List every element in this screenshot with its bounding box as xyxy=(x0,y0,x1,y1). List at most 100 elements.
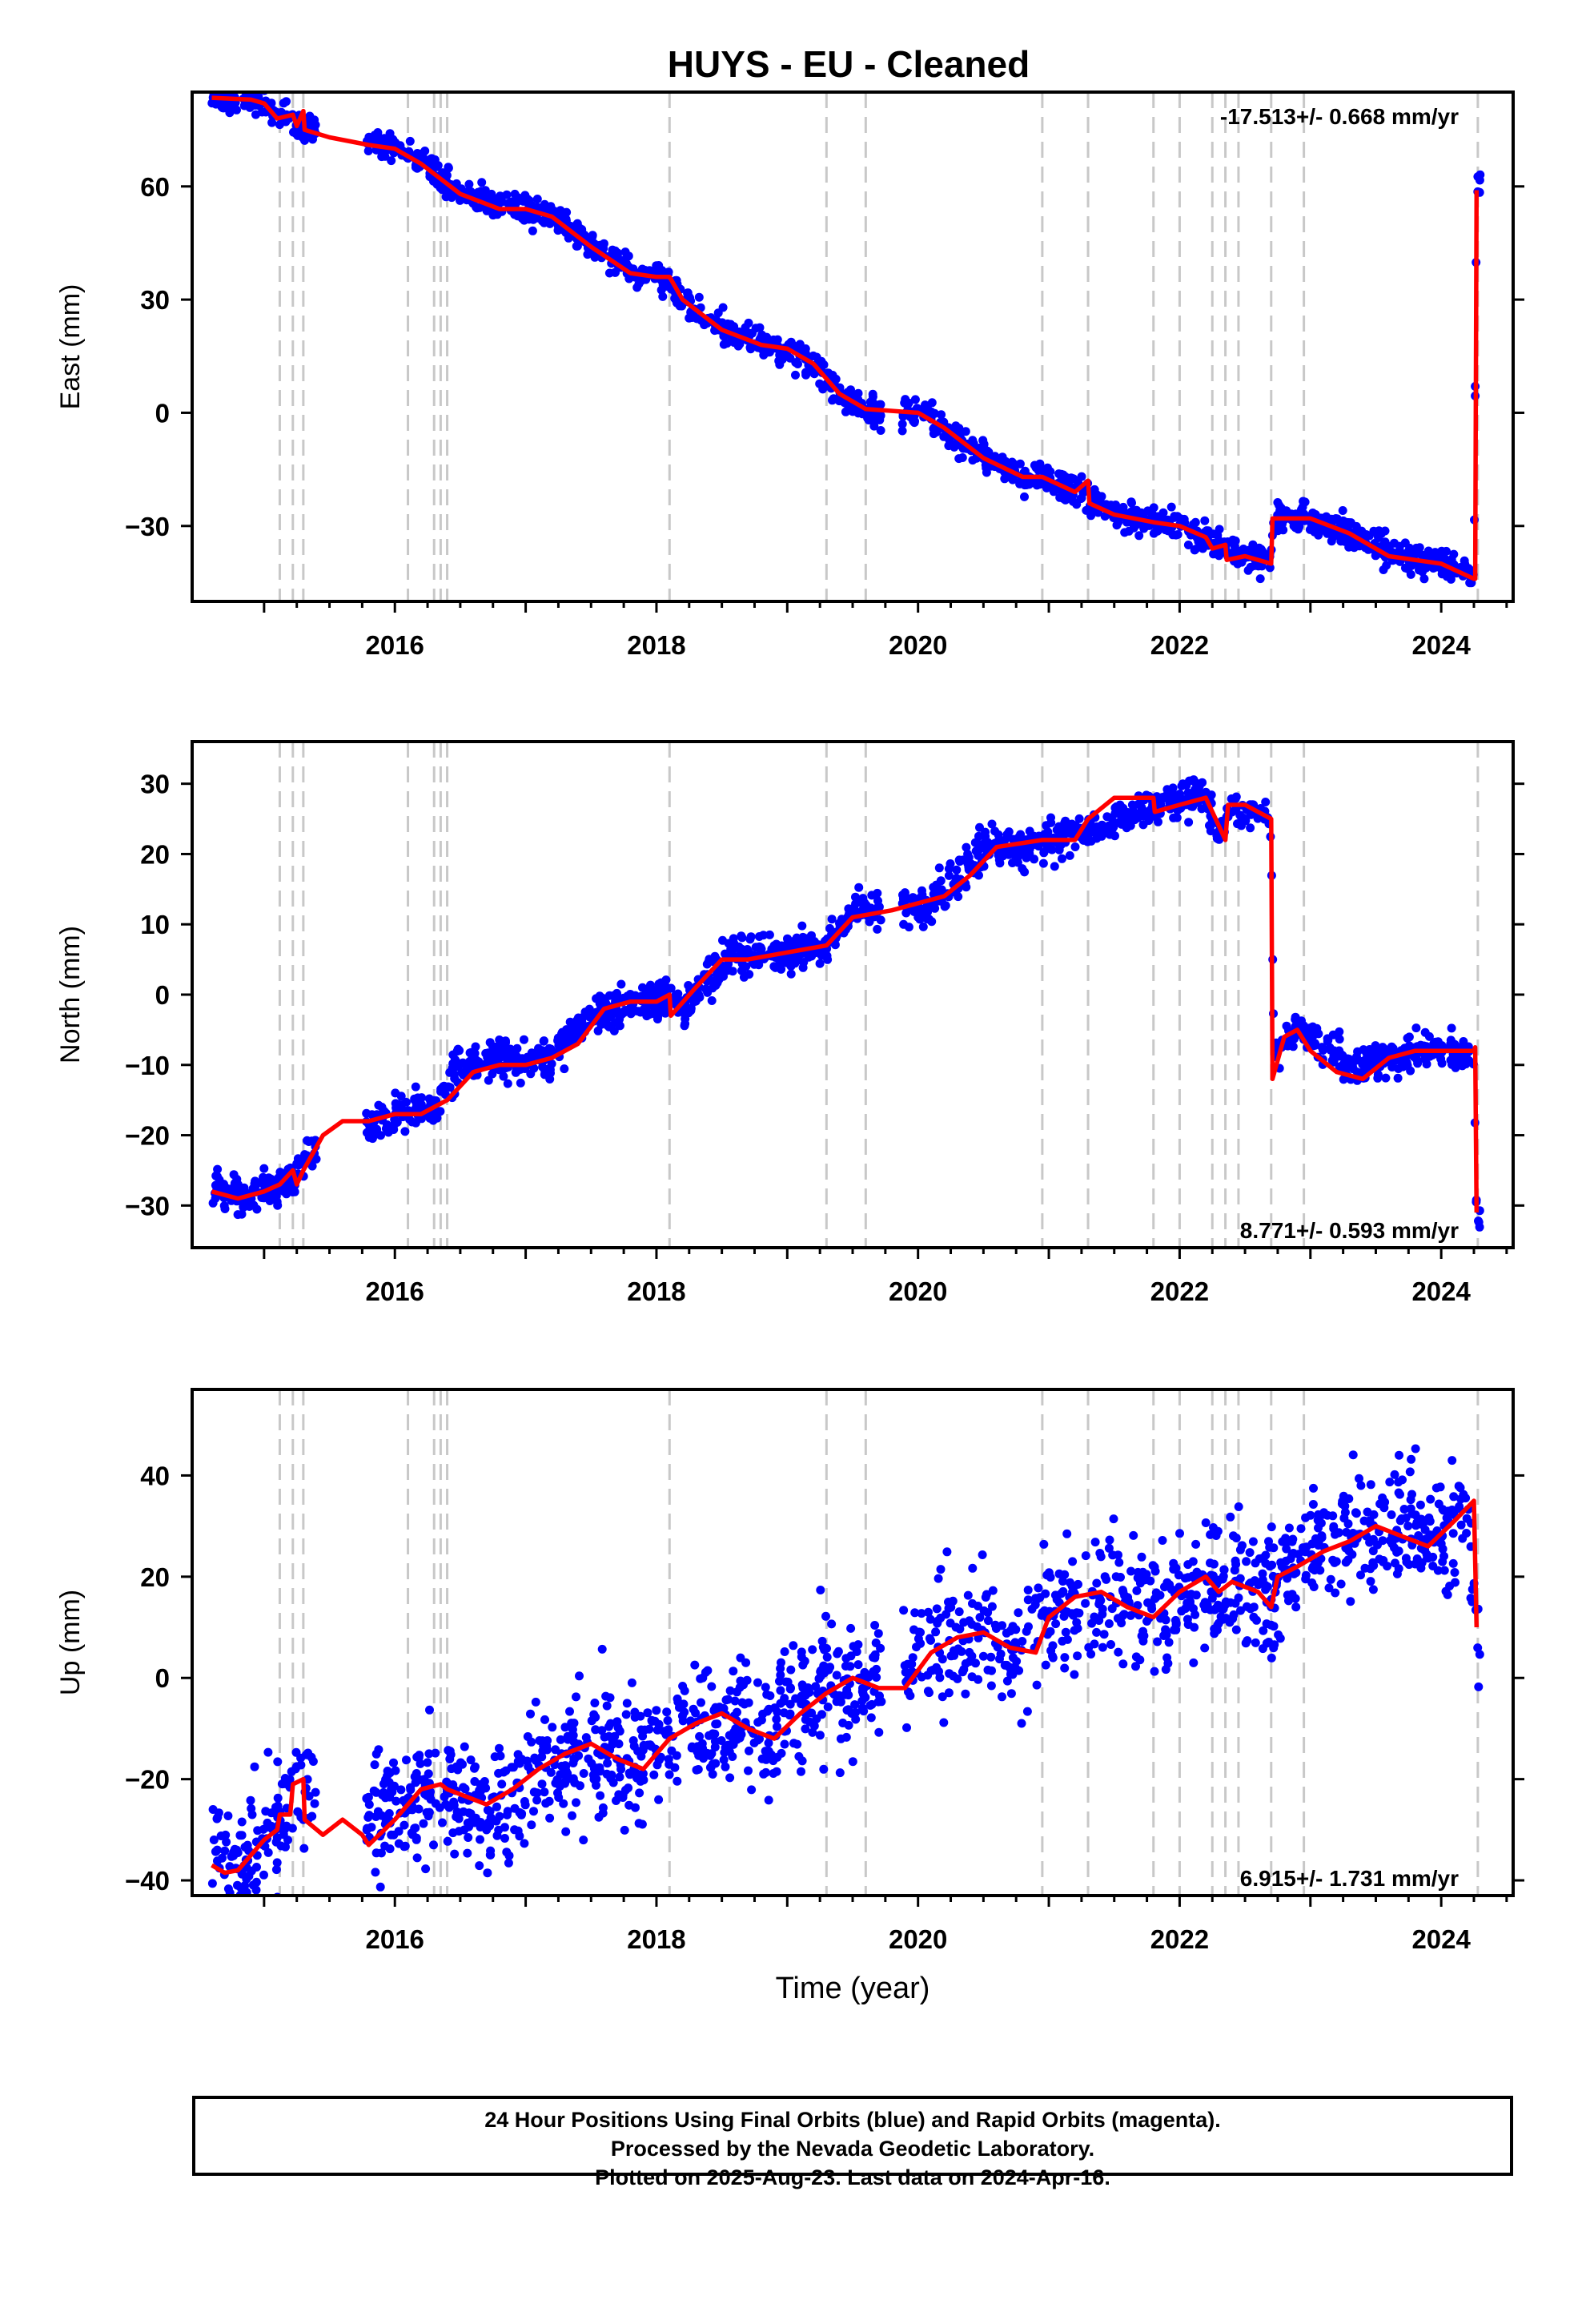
data-point xyxy=(1207,1594,1217,1603)
data-point xyxy=(658,292,668,301)
data-point xyxy=(986,1681,996,1691)
data-point xyxy=(820,1645,829,1655)
data-point xyxy=(1315,1566,1325,1575)
data-point xyxy=(713,1719,722,1729)
data-point xyxy=(944,1598,953,1606)
data-point xyxy=(739,950,749,959)
data-point xyxy=(1122,823,1131,833)
data-point xyxy=(904,923,913,932)
data-point xyxy=(654,1795,664,1804)
data-point xyxy=(1016,830,1026,839)
data-point xyxy=(1206,1530,1215,1539)
plot-frame xyxy=(191,740,1515,1249)
data-point xyxy=(1200,1643,1210,1653)
data-point xyxy=(1308,1500,1318,1509)
data-point xyxy=(797,1767,805,1776)
data-point xyxy=(1307,1578,1317,1587)
data-point xyxy=(1118,1611,1127,1621)
data-point xyxy=(1326,1045,1335,1055)
y-tick-label: 30 xyxy=(140,770,170,799)
data-point xyxy=(1303,1031,1313,1041)
data-point xyxy=(998,452,1007,462)
data-point xyxy=(902,1723,911,1732)
data-point xyxy=(534,1043,543,1053)
data-point xyxy=(495,1053,504,1063)
data-point xyxy=(1120,1590,1130,1600)
data-point xyxy=(1032,480,1042,490)
data-point xyxy=(1323,1036,1332,1046)
data-point xyxy=(517,1755,527,1764)
data-point xyxy=(371,1749,381,1759)
data-point xyxy=(963,859,973,869)
data-point xyxy=(1035,1593,1045,1602)
data-point xyxy=(968,1563,978,1573)
data-point xyxy=(1379,1556,1388,1565)
data-point xyxy=(1060,818,1070,827)
data-point xyxy=(701,1667,710,1677)
data-point xyxy=(821,1611,830,1621)
data-point xyxy=(579,1769,588,1778)
data-point xyxy=(925,915,934,924)
data-point xyxy=(576,1781,584,1791)
data-point xyxy=(408,1830,417,1839)
data-point xyxy=(873,896,882,906)
data-point xyxy=(1402,1558,1411,1566)
data-point xyxy=(1166,502,1176,512)
x-tick-label: 2022 xyxy=(1150,1277,1209,1306)
data-point xyxy=(789,1739,798,1748)
data-point xyxy=(753,1718,763,1727)
data-point xyxy=(593,1026,603,1035)
data-point xyxy=(540,1715,549,1724)
data-point xyxy=(1242,1557,1251,1566)
y-tick-label: 0 xyxy=(155,398,170,428)
data-point xyxy=(252,1863,261,1872)
data-point xyxy=(1365,1045,1375,1054)
data-point xyxy=(971,1659,980,1668)
data-point xyxy=(729,934,738,943)
data-point xyxy=(502,1848,512,1857)
data-point xyxy=(485,1807,495,1816)
data-point xyxy=(1395,1450,1403,1460)
data-point xyxy=(652,1015,662,1023)
data-point xyxy=(1134,799,1143,809)
data-point xyxy=(456,195,464,205)
data-point xyxy=(1355,1474,1363,1483)
data-point xyxy=(389,1830,399,1839)
data-point xyxy=(281,117,291,127)
data-point xyxy=(1330,1558,1339,1567)
data-point xyxy=(472,1056,480,1066)
data-point xyxy=(428,1096,438,1105)
data-point xyxy=(1104,821,1114,830)
data-point xyxy=(638,1769,648,1779)
data-point xyxy=(1090,1538,1100,1547)
data-point xyxy=(1261,798,1271,806)
data-point xyxy=(1425,1517,1435,1526)
data-point xyxy=(792,956,801,966)
data-point xyxy=(719,1755,729,1764)
data-point xyxy=(559,1799,568,1808)
data-point xyxy=(1219,1571,1228,1581)
data-point xyxy=(841,1690,850,1699)
data-point xyxy=(876,410,885,420)
data-point xyxy=(1406,1066,1415,1076)
data-point xyxy=(656,267,665,276)
data-point xyxy=(998,1692,1006,1702)
data-point xyxy=(652,1706,661,1715)
data-point xyxy=(1336,1579,1346,1589)
data-point xyxy=(1017,1719,1026,1728)
data-point xyxy=(683,288,693,298)
data-point xyxy=(572,241,581,251)
data-point xyxy=(1289,1549,1298,1558)
data-point xyxy=(1154,817,1162,826)
data-point xyxy=(1186,1597,1195,1606)
y-tick-label: −30 xyxy=(125,1191,170,1220)
data-point xyxy=(1320,513,1330,522)
data-point xyxy=(483,1868,492,1878)
data-point xyxy=(611,267,620,277)
data-point xyxy=(1351,1508,1360,1518)
data-point xyxy=(231,1907,240,1916)
data-point xyxy=(1474,1682,1484,1691)
data-point xyxy=(616,979,626,989)
data-point xyxy=(1020,480,1030,490)
data-point xyxy=(1343,1063,1353,1072)
